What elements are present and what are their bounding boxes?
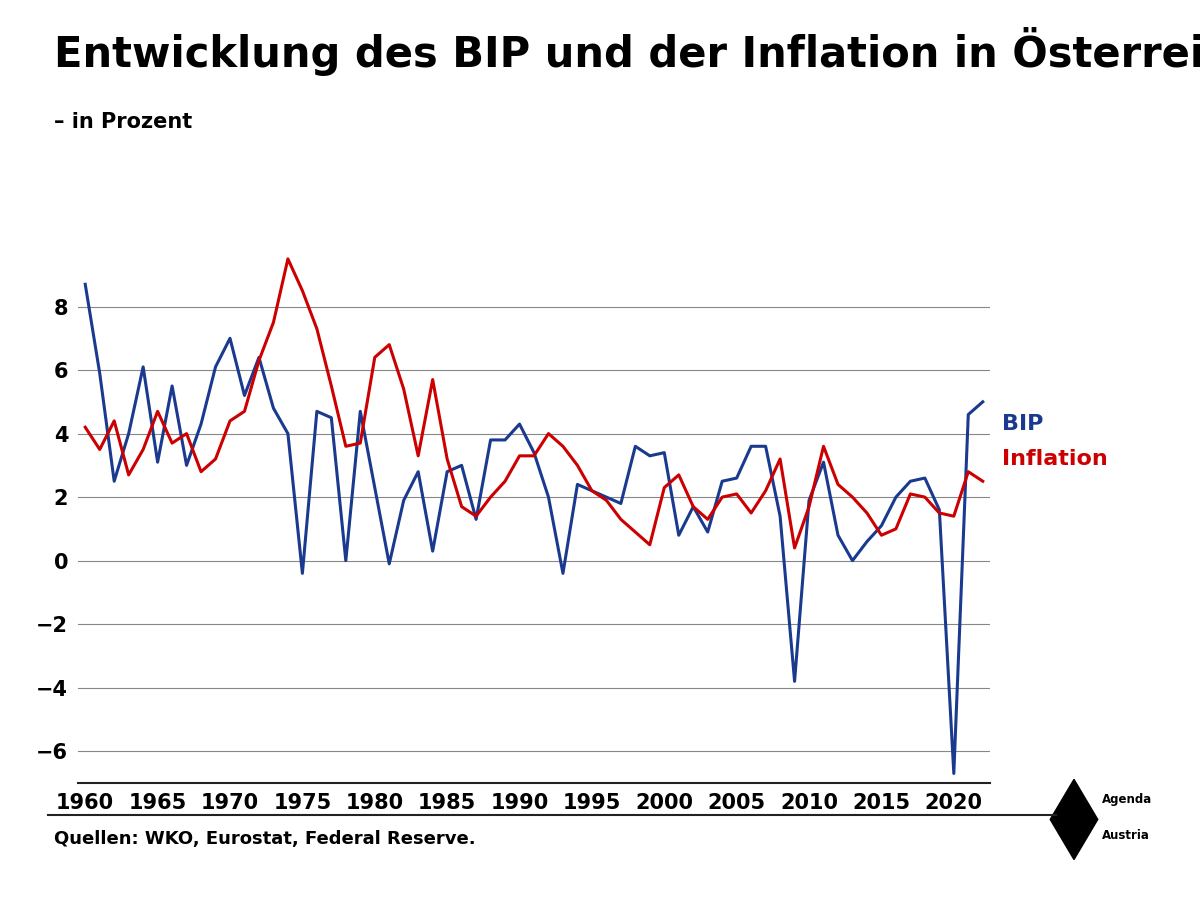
Text: BIP: BIP bbox=[1002, 414, 1043, 434]
Text: Entwicklung des BIP und der Inflation in Österreich: Entwicklung des BIP und der Inflation in… bbox=[54, 27, 1200, 76]
Text: Quellen: WKO, Eurostat, Federal Reserve.: Quellen: WKO, Eurostat, Federal Reserve. bbox=[54, 830, 475, 848]
Text: Inflation: Inflation bbox=[1002, 449, 1108, 469]
Text: Agenda: Agenda bbox=[1102, 793, 1152, 806]
Text: – in Prozent: – in Prozent bbox=[54, 112, 192, 132]
Text: Austria: Austria bbox=[1102, 829, 1150, 842]
Polygon shape bbox=[1050, 779, 1098, 860]
